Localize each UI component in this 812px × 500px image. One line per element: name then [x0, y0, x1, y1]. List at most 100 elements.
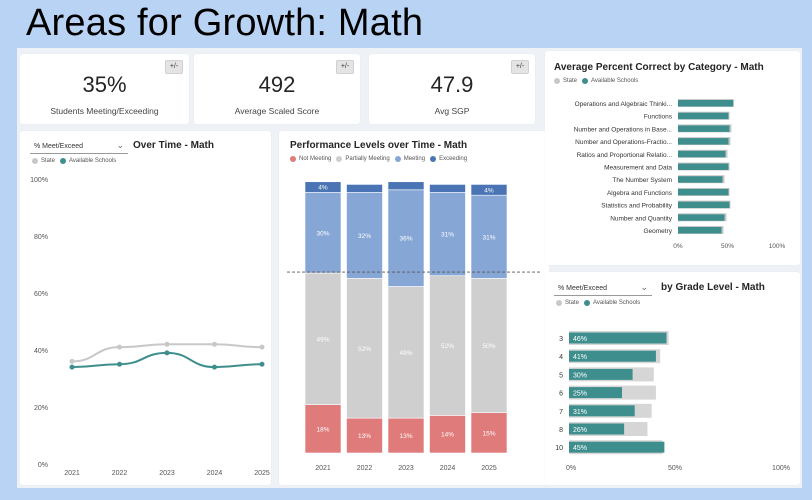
x-tick-label: 50%	[721, 243, 734, 250]
x-tick-label: 2022	[112, 470, 128, 477]
bar-schools	[678, 125, 730, 132]
bar-schools	[678, 214, 725, 221]
legend-label: Not Meeting	[299, 156, 332, 162]
bar-schools	[678, 138, 729, 145]
legend-dot	[556, 300, 562, 306]
data-point	[212, 364, 217, 370]
legend-dot	[430, 156, 437, 162]
kpi-value: 47.9	[430, 72, 474, 97]
chart-title: Over Time - Math	[133, 140, 214, 151]
legend-item-schools[interactable]: Available Schools	[60, 158, 116, 164]
legend-dot	[554, 78, 560, 84]
category-label: 8	[559, 427, 563, 434]
kpi-label: Average Scaled Score	[234, 106, 320, 116]
chart-legend: State Available Schools	[556, 300, 645, 306]
data-point	[164, 341, 170, 347]
data-point	[259, 344, 265, 350]
data-point	[212, 341, 217, 347]
x-tick-label: 2025	[481, 465, 497, 472]
legend-item-state[interactable]: State	[556, 300, 579, 306]
bar-segment-not-meeting	[470, 412, 508, 454]
category-label: Operations and Algebraic Thinki...	[575, 101, 673, 108]
chart-title: by Grade Level - Math	[661, 282, 765, 293]
page-title: Areas for Growth: Math	[26, 2, 424, 44]
metric-dropdown[interactable]: % Meet/Exceed ⌄	[30, 140, 128, 154]
kpi-toggle-button[interactable]: +/-	[165, 60, 183, 74]
data-label: 26%	[573, 427, 587, 434]
legend-item-state[interactable]: State	[32, 158, 55, 164]
x-tick-label: 0%	[566, 465, 576, 472]
data-label: 49%	[316, 336, 329, 343]
bar-segment-exceeding	[429, 184, 466, 193]
data-label: 13%	[358, 433, 371, 440]
y-tick-label: 100%	[30, 177, 48, 184]
legend-label: Available Schools	[591, 78, 639, 84]
legend-item-state[interactable]: State	[554, 78, 577, 84]
legend-item-partially-meeting[interactable]: Partially Meeting	[336, 156, 390, 162]
category-label: Functions	[644, 114, 673, 121]
x-tick-label: 2022	[357, 465, 373, 472]
x-tick-label: 2024	[207, 470, 223, 477]
bar-segment-not-meeting	[429, 415, 466, 454]
data-label: 31%	[482, 234, 495, 241]
bar-segment-exceeding	[346, 184, 383, 193]
legend-item-schools[interactable]: Available Schools	[582, 78, 638, 84]
bar-segment-exceeding	[304, 181, 342, 193]
data-label: 52%	[358, 346, 371, 353]
data-label: 50%	[482, 343, 495, 350]
chart-legend: Not Meeting Partially Meeting Meeting Ex…	[290, 156, 472, 162]
stacked-bar-chart: 18% 49% 30% 4% 2021 13% 52% 32% 2022 13% 49% 36% 202…	[287, 181, 541, 472]
data-label: 14%	[441, 432, 454, 439]
legend-item-meeting[interactable]: Meeting	[394, 156, 425, 162]
bar-schools	[678, 188, 729, 196]
x-tick-label: 100%	[772, 465, 790, 472]
data-label: 36%	[399, 236, 412, 243]
data-label: 4%	[484, 187, 494, 194]
kpi-card-scaled-score: +/- 492 Average Scaled Score	[194, 54, 360, 124]
bar-schools	[678, 112, 729, 120]
y-tick-label: 40%	[34, 348, 48, 355]
dropdown-value: % Meet/Exceed	[34, 143, 84, 150]
category-label: Number and Quantity	[610, 215, 673, 222]
category-label: 5	[559, 372, 563, 379]
data-label: 32%	[358, 233, 371, 240]
bar-schools	[678, 201, 730, 209]
y-tick-label: 80%	[34, 234, 48, 241]
data-point	[117, 361, 122, 367]
legend-dot	[32, 158, 38, 164]
bar-segment-partially-meeting	[304, 272, 342, 405]
category-label: 7	[559, 409, 563, 416]
data-label: 45%	[573, 445, 587, 452]
data-point	[259, 361, 265, 367]
legend-item-schools[interactable]: Available Schools	[584, 300, 640, 306]
dropdown-value: % Meet/Exceed	[558, 285, 608, 292]
x-tick-label: 2023	[398, 465, 414, 472]
chart-legend: State Available Schools	[32, 158, 121, 164]
metric-dropdown[interactable]: % Meet/Exceed ⌄	[554, 282, 652, 296]
bar-schools	[678, 100, 734, 107]
kpi-toggle-button[interactable]: +/-	[336, 60, 354, 74]
legend-dot	[290, 156, 296, 162]
data-label: 49%	[399, 350, 412, 357]
report-canvas: +/- 35% Students Meeting/Exceeding +/- 4…	[17, 48, 802, 488]
category-label: 4	[559, 354, 563, 361]
kpi-card-sgp: +/- 47.9 Avg SGP	[369, 54, 535, 124]
data-label: 15%	[482, 430, 495, 437]
legend-dot	[582, 78, 589, 84]
x-tick-label: 2021	[64, 470, 80, 477]
legend-label: Available Schools	[69, 158, 117, 164]
data-label: 4%	[318, 185, 328, 192]
legend-item-not-meeting[interactable]: Not Meeting	[290, 156, 331, 162]
data-label: 46%	[573, 336, 587, 343]
bar-segment-partially-meeting	[346, 278, 383, 419]
x-tick-label: 50%	[668, 465, 682, 472]
kpi-toggle-button[interactable]: +/-	[511, 60, 529, 74]
legend-item-exceeding[interactable]: Exceeding	[430, 156, 467, 162]
bar-schools	[569, 423, 625, 435]
performance-card: Performance Levels over Time - Math Not …	[279, 131, 549, 485]
chart-title: Average Percent Correct by Category - Ma…	[554, 62, 764, 73]
bar-segment-meeting	[429, 192, 466, 277]
x-tick-label: 2023	[159, 470, 175, 477]
legend-dot	[394, 156, 401, 162]
category-label: Measurement and Data	[604, 165, 672, 172]
